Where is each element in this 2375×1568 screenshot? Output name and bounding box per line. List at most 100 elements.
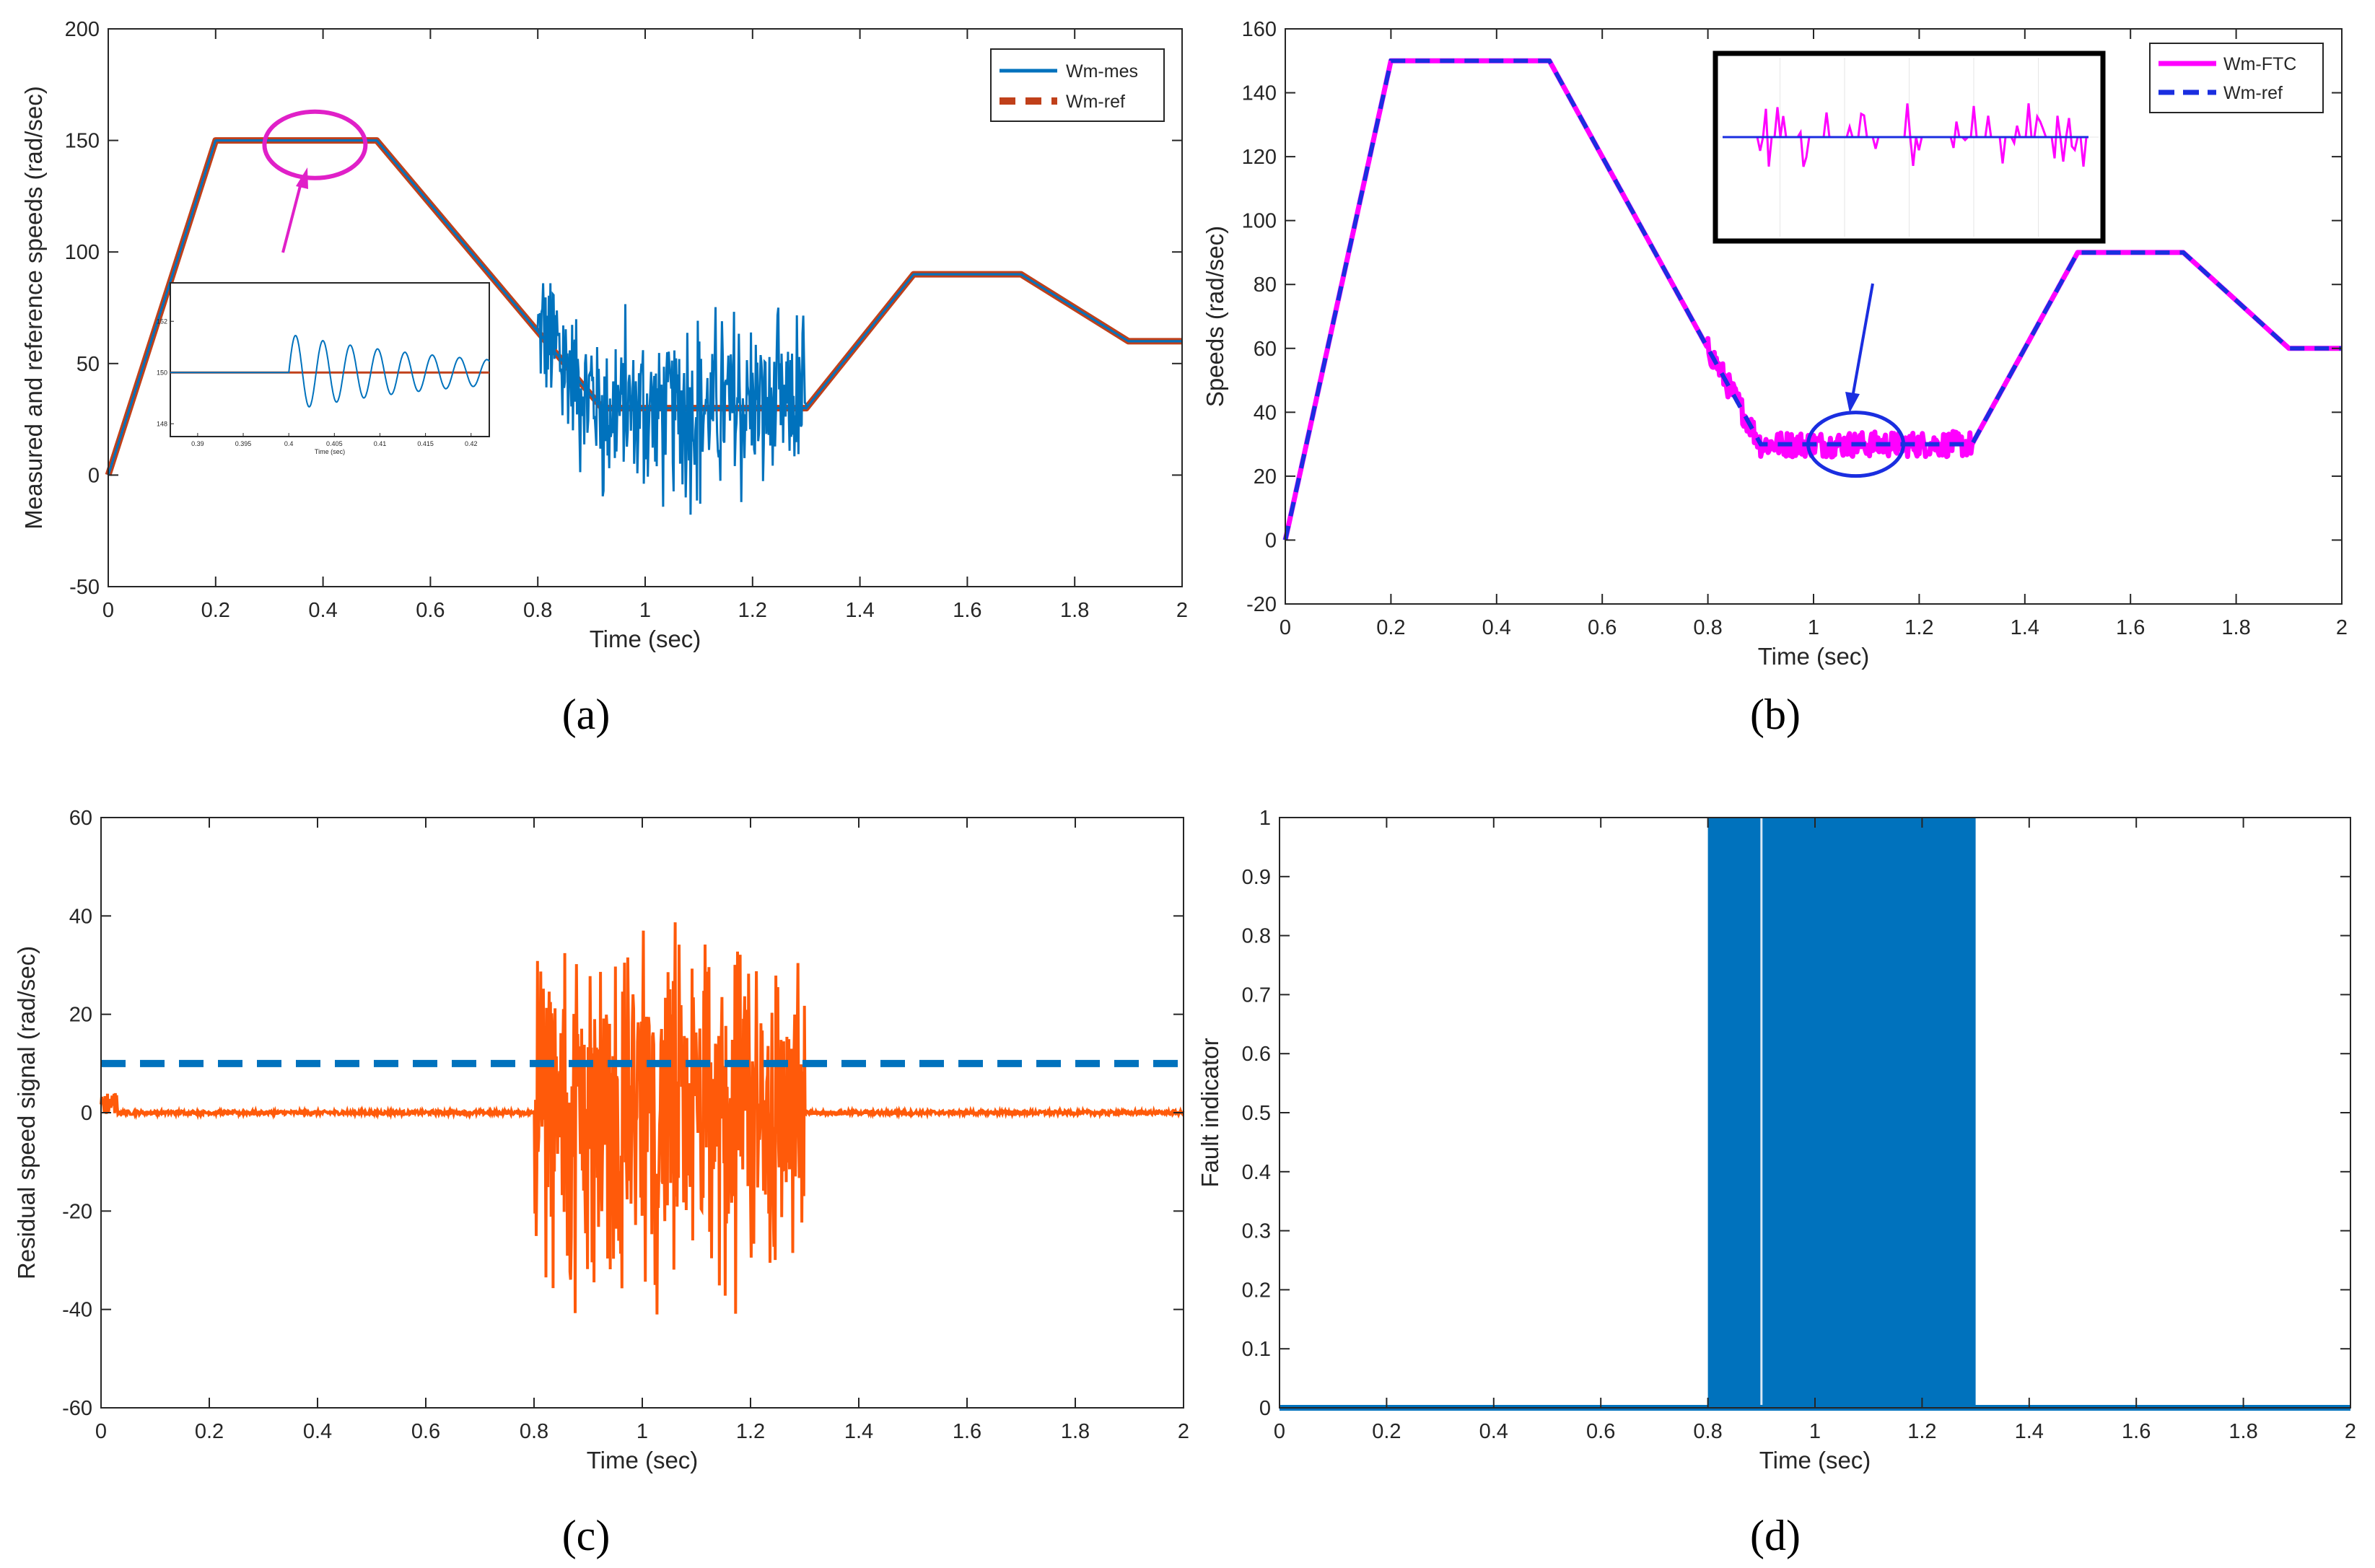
residual-series — [100, 922, 1185, 1315]
a-x-tick-label: 2 — [1176, 599, 1188, 622]
a-x-tick-label: 0 — [102, 599, 114, 622]
c-x-tick-label: 2 — [1178, 1420, 1189, 1443]
inset-x-tick-label: 0.39 — [191, 440, 204, 447]
c-x-tick-label: 0.6 — [411, 1420, 440, 1443]
c-y-tick-label: 20 — [69, 1004, 92, 1027]
a-y-axis-label: Measured and reference speeds (rad/sec) — [20, 86, 47, 530]
b-highlight-arrow — [1852, 283, 1874, 394]
b-y-tick-label: 20 — [1254, 465, 1277, 489]
a-x-tick-label: 1.6 — [953, 599, 981, 622]
c-x-tick-label: 1.8 — [1061, 1420, 1090, 1443]
c-x-tick-label: 0.2 — [195, 1420, 224, 1443]
panel-c-label: (c) — [562, 1512, 611, 1559]
d-x-tick-label: 1.2 — [1907, 1420, 1936, 1443]
a-x-tick-label: 1.2 — [738, 599, 767, 622]
d-y-tick-label: 0.3 — [1242, 1220, 1271, 1243]
c-x-tick-label: 1.4 — [844, 1420, 873, 1443]
c-x-tick-label: 1.6 — [953, 1420, 981, 1443]
a-y-tick-label: 0 — [88, 464, 100, 487]
a-x-tick-label: 0.6 — [416, 599, 445, 622]
d-y-tick-label: 0.6 — [1242, 1043, 1271, 1066]
c-x-tick-label: 1 — [637, 1420, 648, 1443]
a-legend-label-mes: Wm-mes — [1066, 61, 1138, 82]
d-x-tick-label: 2 — [2345, 1420, 2356, 1443]
inset-x-tick-label: 0.405 — [326, 440, 343, 447]
c-y-tick-label: -40 — [62, 1299, 92, 1322]
panel-c: 0 0.2 0.4 0.6 0.8 1 1.2 1.4 1.6 1.8 2 -60 -40 -20 0 20 4… — [13, 807, 1189, 1473]
c-y-tick-label: 60 — [69, 807, 92, 830]
inset-y-tick-label: 150 — [157, 369, 167, 376]
d-y-tick-label: 0.5 — [1242, 1102, 1271, 1125]
d-x-tick-label: 0 — [1274, 1420, 1285, 1443]
a-y-tick-label: 150 — [65, 130, 100, 153]
panel-b-label: (b) — [1750, 691, 1801, 738]
a-x-axis-label: Time (sec) — [590, 626, 701, 652]
c-x-tick-label: 0 — [95, 1420, 107, 1443]
b-x-tick-label: 1.4 — [2011, 616, 2039, 639]
b-x-axis-label: Time (sec) — [1758, 643, 1870, 670]
b-legend-label-ref: Wm-ref — [2223, 83, 2283, 103]
c-y-tick-label: 0 — [81, 1102, 92, 1125]
a-y-tick-label: -50 — [69, 576, 100, 599]
d-x-tick-label: 0.4 — [1479, 1420, 1508, 1443]
inset-frame — [170, 282, 490, 437]
inset-y-tick-label: 148 — [157, 420, 167, 427]
b-y-tick-label: 140 — [1242, 82, 1277, 105]
panel-a-label: (a) — [562, 691, 611, 738]
b-y-tick-label: -20 — [1246, 593, 1277, 616]
c-x-tick-label: 0.4 — [303, 1420, 332, 1443]
d-y-tick-label: 0.2 — [1242, 1279, 1271, 1302]
a-x-tick-label: 0.8 — [523, 599, 552, 622]
a-x-tick-label: 1 — [639, 599, 651, 622]
a-y-tick-label: 50 — [76, 353, 100, 376]
fault-active-band — [1707, 818, 1976, 1408]
d-x-tick-label: 1.8 — [2229, 1420, 2257, 1443]
b-y-tick-label: 0 — [1265, 529, 1277, 552]
b-x-tick-label: 1 — [1808, 616, 1819, 639]
panel-b: Wm-FTC Wm-ref 0 0.2 0.4 0.6 0.8 1 1.2 1.4 1.6 1.8 2 -… — [1202, 18, 2348, 670]
b-x-tick-label: 1.6 — [2116, 616, 2145, 639]
b-x-tick-label: 1.2 — [1904, 616, 1933, 639]
d-x-tick-label: 1.6 — [2122, 1420, 2151, 1443]
d-x-tick-label: 0.8 — [1693, 1420, 1722, 1443]
highlight-arrow — [281, 180, 303, 253]
d-y-tick-label: 0.1 — [1242, 1338, 1271, 1361]
a-x-tick-label: 1.8 — [1060, 599, 1089, 622]
b-legend — [2149, 43, 2324, 113]
a-legend-label-ref: Wm-ref — [1066, 92, 1125, 112]
b-highlight-ellipse — [1806, 411, 1906, 478]
b-highlight-arrow-head — [1845, 392, 1860, 413]
panel-d-label: (d) — [1750, 1512, 1801, 1559]
b-legend-label-ftc: Wm-FTC — [2223, 54, 2296, 74]
inset-x-tick-label: 0.41 — [374, 440, 387, 447]
b-y-tick-label: 100 — [1242, 210, 1277, 233]
b-x-tick-label: 0.4 — [1482, 616, 1511, 639]
b-x-tick-label: 0 — [1280, 616, 1291, 639]
a-y-tick-label: 200 — [65, 18, 100, 41]
d-x-tick-label: 1.4 — [2015, 1420, 2044, 1443]
d-x-tick-label: 0.2 — [1372, 1420, 1401, 1443]
c-x-axis-label: Time (sec) — [587, 1447, 699, 1473]
b-wm-ref-series — [1283, 58, 2342, 541]
b-y-tick-label: 120 — [1242, 146, 1277, 169]
c-y-axis-label: Residual speed signal (rad/sec) — [13, 946, 40, 1279]
a-x-tick-label: 1.4 — [845, 599, 874, 622]
panel-d: 0 0.2 0.4 0.6 0.8 1 1.2 1.4 1.6 1.8 2 0 0.1 0.2 0.3 0.4… — [1197, 807, 2356, 1473]
inset-x-axis-label: Time (sec) — [315, 448, 345, 455]
highlight-ellipse — [262, 109, 368, 180]
inset-x-tick-label: 0.4 — [284, 440, 294, 447]
b-x-tick-label: 0.6 — [1588, 616, 1617, 639]
wm-mes-core — [107, 139, 1182, 476]
b-x-tick-label: 2 — [2336, 616, 2348, 639]
b-x-tick-label: 1.8 — [2221, 616, 2250, 639]
c-y-tick-label: 40 — [69, 905, 92, 928]
c-x-tick-label: 1.2 — [736, 1420, 765, 1443]
d-y-tick-label: 1 — [1259, 807, 1271, 830]
b-y-tick-label: 60 — [1254, 338, 1277, 361]
b-x-tick-label: 0.2 — [1376, 616, 1405, 639]
d-x-tick-label: 0.6 — [1586, 1420, 1615, 1443]
a-x-tick-label: 0.4 — [308, 599, 337, 622]
c-y-tick-label: -60 — [62, 1397, 92, 1420]
d-y-tick-label: 0.4 — [1242, 1161, 1271, 1184]
